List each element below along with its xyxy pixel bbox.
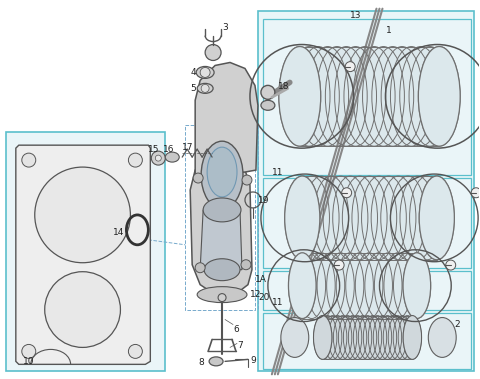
Text: 1: 1 [385, 26, 391, 34]
Polygon shape [16, 145, 150, 364]
Ellipse shape [403, 316, 421, 359]
Text: 13: 13 [349, 11, 361, 20]
Ellipse shape [165, 152, 179, 162]
Text: 1A: 1A [255, 275, 267, 284]
Text: 9: 9 [250, 356, 256, 365]
Polygon shape [263, 19, 471, 175]
Polygon shape [323, 316, 412, 359]
Circle shape [345, 62, 355, 72]
Polygon shape [302, 176, 437, 260]
Circle shape [471, 188, 480, 198]
Text: 19: 19 [258, 196, 269, 205]
Circle shape [200, 67, 210, 77]
Circle shape [151, 151, 165, 165]
Circle shape [193, 173, 203, 183]
Circle shape [201, 85, 209, 92]
Ellipse shape [261, 100, 275, 110]
Text: 5: 5 [190, 85, 196, 93]
Polygon shape [263, 313, 471, 370]
Ellipse shape [403, 253, 431, 318]
Circle shape [22, 153, 36, 167]
Polygon shape [263, 271, 471, 310]
Ellipse shape [204, 259, 240, 281]
Circle shape [241, 260, 251, 270]
Text: 12: 12 [250, 290, 261, 299]
Ellipse shape [288, 253, 316, 318]
Ellipse shape [207, 147, 237, 197]
Ellipse shape [196, 66, 214, 78]
Ellipse shape [419, 47, 460, 146]
Ellipse shape [419, 176, 455, 260]
Circle shape [334, 260, 344, 270]
Circle shape [446, 260, 456, 270]
Text: 18: 18 [278, 82, 289, 91]
Text: 10: 10 [23, 357, 34, 366]
Text: 6: 6 [233, 324, 239, 334]
Ellipse shape [428, 318, 456, 357]
Circle shape [35, 167, 131, 263]
Text: 7: 7 [237, 341, 243, 351]
Circle shape [129, 153, 143, 167]
Polygon shape [300, 47, 439, 146]
Circle shape [242, 175, 252, 185]
Circle shape [156, 155, 161, 161]
Text: 20: 20 [258, 293, 269, 302]
Text: 14: 14 [112, 228, 124, 237]
Polygon shape [200, 210, 242, 270]
Polygon shape [6, 132, 165, 371]
Circle shape [195, 263, 205, 273]
Ellipse shape [201, 141, 243, 209]
Polygon shape [195, 63, 258, 175]
Ellipse shape [285, 176, 320, 260]
Circle shape [22, 345, 36, 359]
Polygon shape [190, 170, 252, 294]
Text: 17: 17 [182, 143, 194, 152]
Circle shape [261, 85, 275, 99]
Text: 16: 16 [163, 145, 175, 154]
Text: 2: 2 [454, 319, 460, 329]
Text: 3: 3 [222, 23, 228, 31]
Ellipse shape [313, 316, 332, 359]
Ellipse shape [209, 357, 223, 366]
Circle shape [205, 45, 221, 61]
Ellipse shape [281, 318, 309, 357]
Polygon shape [302, 253, 417, 318]
Text: 11: 11 [272, 168, 283, 177]
Text: 11: 11 [272, 298, 283, 307]
Text: 4: 4 [190, 69, 196, 77]
Circle shape [342, 188, 352, 198]
Text: 8: 8 [198, 359, 204, 367]
Ellipse shape [197, 287, 247, 302]
Circle shape [45, 272, 120, 348]
Polygon shape [263, 178, 471, 268]
Polygon shape [258, 11, 474, 371]
Ellipse shape [197, 83, 213, 93]
Ellipse shape [203, 198, 241, 222]
Circle shape [129, 345, 143, 359]
Ellipse shape [279, 47, 321, 146]
Circle shape [218, 294, 226, 302]
Text: 15: 15 [148, 145, 160, 154]
